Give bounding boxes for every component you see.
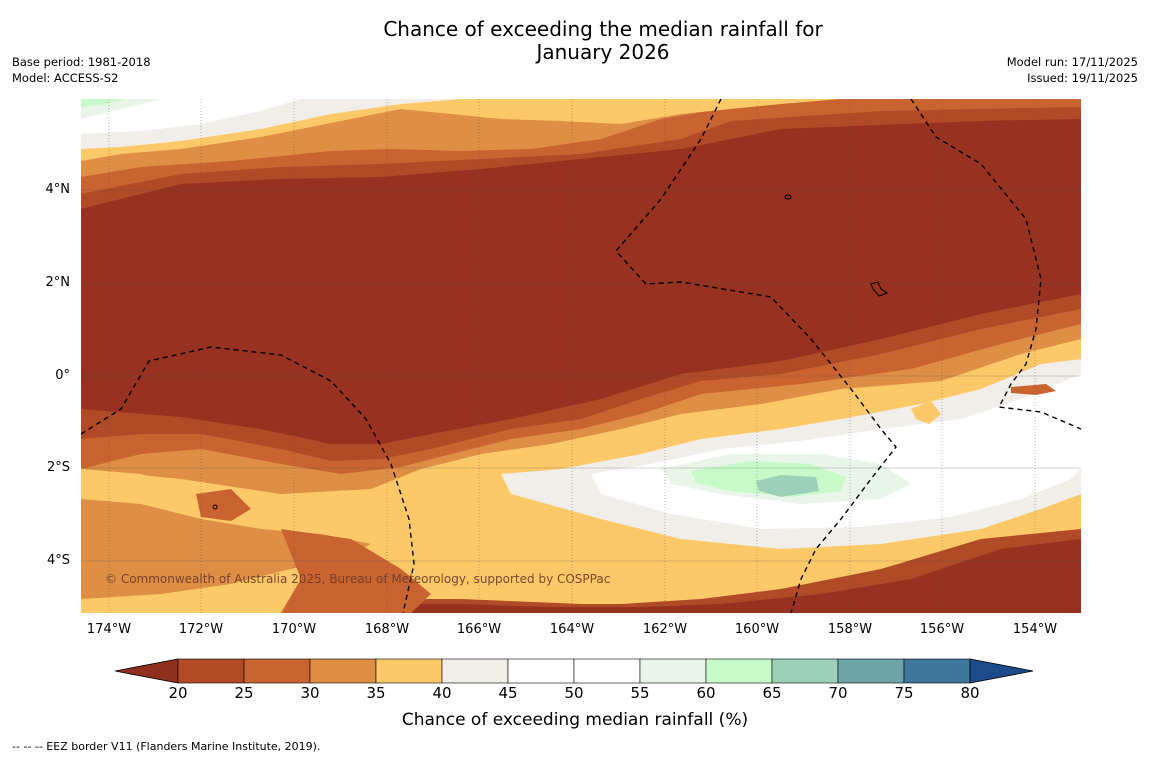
lat-label-2s: 2°S: [46, 460, 70, 475]
south-west-orange: [81, 499, 371, 599]
lat-label-4n: 4°N: [45, 182, 71, 197]
island-3: [212, 504, 218, 510]
base-period-text: Base period: 1981-2018: [12, 55, 151, 69]
colorbar-tick-30: 30: [300, 684, 320, 702]
map-title: Chance of exceeding the median rainfall …: [0, 18, 1150, 64]
colorbar-segment-5: [441, 658, 509, 684]
colorbar-segment-10: [771, 658, 839, 684]
south-darkest: [341, 539, 1081, 613]
colorbar-segment-11: [837, 658, 905, 684]
lon-label-162w: 162°W: [642, 622, 688, 637]
top-band-green-2: [81, 99, 126, 107]
colorbar-extend-low: [115, 658, 179, 684]
colorbar-segment-2: [243, 658, 311, 684]
lon-label-164w: 164°W: [549, 622, 595, 637]
island-1: [784, 194, 792, 200]
colorbar-segment-7: [573, 658, 641, 684]
colorbar-label: Chance of exceeding median rainfall (%): [401, 710, 749, 730]
rainfall-map: [81, 99, 1081, 613]
east-yellow-patch: [911, 401, 941, 424]
colorbar-segment-8: [639, 658, 707, 684]
lon-label-172w: 172°W: [178, 622, 224, 637]
model-run-text: Model run: 17/11/2025: [1006, 55, 1138, 69]
map-title-line2: January 2026: [536, 40, 670, 64]
model-text: Model: ACCESS-S2: [12, 71, 119, 85]
map-latlines: [81, 189, 1081, 562]
map-title-line1: Chance of exceeding the median rainfall …: [383, 17, 823, 41]
colorbar-tick-40: 40: [432, 684, 452, 702]
lon-label-170w: 170°W: [271, 622, 317, 637]
lat-label-0: 0°: [55, 368, 70, 383]
island-2: [870, 281, 889, 297]
colorbar-segments: [115, 658, 1034, 684]
islands: [212, 194, 889, 510]
lon-label-166w: 166°W: [456, 622, 502, 637]
meta-right: Model run: 17/11/2025 Issued: 19/11/2025: [1007, 54, 1138, 86]
colorbar-tick-60: 60: [696, 684, 716, 702]
colorbar-segment-12: [903, 658, 971, 684]
colorbar-segment-1: [177, 658, 245, 684]
lon-label-160w: 160°W: [734, 622, 780, 637]
colorbar-tick-50: 50: [564, 684, 584, 702]
lon-label-168w: 168°W: [364, 622, 410, 637]
colorbar-tick-25: 25: [234, 684, 254, 702]
lon-label-154w: 154°W: [1012, 622, 1058, 637]
colorbar-tick-70: 70: [828, 684, 848, 702]
lon-label-174w: 174°W: [86, 622, 132, 637]
colorbar-tick-75: 75: [894, 684, 914, 702]
colorbar-tick-35: 35: [366, 684, 386, 702]
meta-left: Base period: 1981-2018 Model: ACCESS-S2: [12, 54, 151, 86]
eez-border-east: [910, 99, 1081, 430]
colorbar-segment-3: [309, 658, 377, 684]
rainfall-map-svg: [81, 99, 1081, 613]
east-band-teal: [756, 475, 819, 497]
colorbar-tick-80: 80: [960, 684, 980, 702]
south-dark: [81, 529, 1081, 613]
colorbar-extend-high: [969, 658, 1034, 684]
colorbar-segment-9: [705, 658, 773, 684]
eez-footnote: -- -- -- EEZ border V11 (Flanders Marine…: [12, 740, 321, 753]
issued-text: Issued: 19/11/2025: [1027, 71, 1138, 85]
east-mid-patch: [1011, 384, 1056, 395]
eez-borders: [81, 99, 1081, 613]
eez-border-west: [81, 346, 415, 613]
colorbar-segment-4: [375, 658, 443, 684]
colorbar-tick-65: 65: [762, 684, 782, 702]
south-west-mid: [196, 489, 251, 521]
lon-label-156w: 156°W: [919, 622, 965, 637]
lat-label-2n: 2°N: [45, 275, 71, 290]
colorbar-tick-45: 45: [498, 684, 518, 702]
colorbar: [115, 658, 1034, 684]
copyright-watermark: © Commonwealth of Australia 2025, Bureau…: [105, 572, 611, 586]
colorbar-segment-6: [507, 658, 575, 684]
colorbar-tick-20: 20: [168, 684, 188, 702]
colorbar-tick-55: 55: [630, 684, 650, 702]
lon-label-158w: 158°W: [827, 622, 873, 637]
top-band-white: [81, 99, 301, 134]
lat-label-4s: 4°S: [46, 553, 70, 568]
south-central-mid: [281, 529, 431, 613]
